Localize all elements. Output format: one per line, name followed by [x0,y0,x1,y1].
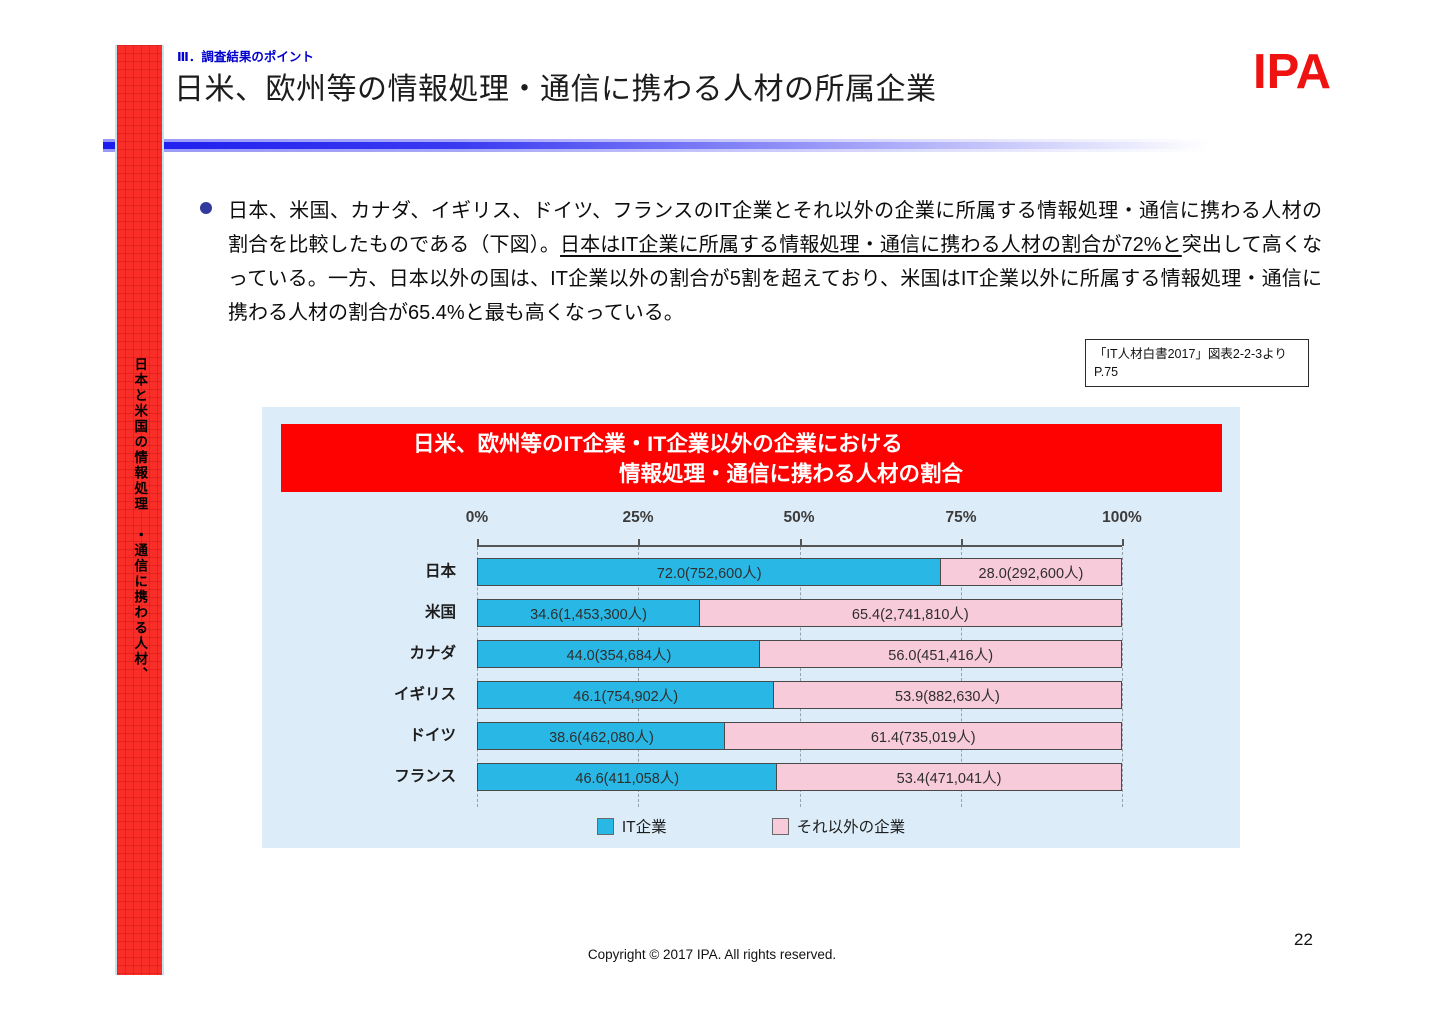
legend-label-non-it: それ以外の企業 [796,819,906,836]
chart-title-line2: 情報処理・通信に携わる人材の割合 [619,462,964,486]
axis-tickmark [477,539,479,546]
row-label-france: フランス [394,768,456,785]
x-tick-25: 25% [622,509,654,526]
page-number: 22 [1294,930,1313,949]
bar-canada-non-it: 56.0(451,416人) [759,640,1122,668]
section-eyebrow: Ⅲ．調査結果のポイント [177,50,314,64]
bar-france-non-it: 53.4(471,041人) [776,763,1122,791]
bar-france-it: 46.6(411,058人) [477,763,778,791]
legend-item-it: IT企業 [596,815,667,837]
red-side-bar: 日本と米国の情報処理 ・通信に携わる人材、 [115,45,164,975]
bar-canada-it: 44.0(354,684人) [477,640,761,668]
page-title: 日米、欧州等の情報処理・通信に携わる人材の所属企業 [174,73,937,106]
x-tick-50: 50% [783,509,815,526]
chart-panel: 日米、欧州等のIT企業・IT企業以外の企業における 情報処理・通信に携わる人材の… [262,407,1240,848]
legend-swatch-pink-icon [771,817,789,835]
axis-tickmark [799,539,802,546]
bar-germany-non-it: 61.4(735,019人) [724,722,1122,750]
chart-title-line1: 日米、欧州等のIT企業・IT企業以外の企業における [413,432,903,456]
row-label-uk: イギリス [393,686,456,703]
bar-usa-non-it: 65.4(2,741,810人) [698,599,1122,627]
gridline-75 [960,547,962,807]
row-label-usa: 米国 [424,604,456,621]
gridline-100 [1122,547,1123,807]
summary-paragraph-block: 日本、米国、カナダ、イギリス、ドイツ、フランスのIT企業とそれ以外の企業に所属す… [200,194,1322,330]
bullet-icon [200,202,212,214]
bar-row-germany: 38.6(462,080人) 61.4(735,019人) [477,722,1122,750]
paragraph-part2: 突出して高くなっている。一方、日本以外の国は、IT企業以外の割合が5割を超えてお… [228,234,1322,324]
source-note-box: 「IT人材白書2017」図表2-2-3より P.75 [1085,339,1309,388]
gridline-0 [477,547,478,807]
axis-tickmark [1122,539,1124,546]
gridline-50 [799,547,801,807]
paragraph-underlined: 日本はIT企業に所属する情報処理・通信に携わる人材の割合が72%と [560,234,1182,256]
copyright-text: Copyright © 2017 IPA. All rights reserve… [587,947,837,962]
bar-row-france: 46.6(411,058人) 53.4(471,041人) [477,763,1122,791]
bar-uk-non-it: 53.9(882,630人) [772,681,1122,709]
chart-legend: IT企業 それ以外の企業 [262,815,1240,837]
axis-tickmark [638,539,641,546]
bar-usa-it: 34.6(1,453,300人) [477,599,701,627]
chart-title-banner: 日米、欧州等のIT企業・IT企業以外の企業における 情報処理・通信に携わる人材の… [281,424,1222,492]
legend-label-it: IT企業 [621,819,667,836]
bar-uk-it: 46.1(754,902人) [477,681,775,709]
title-divider-bar [103,139,1293,152]
legend-swatch-blue-icon [596,817,614,835]
row-label-canada: カナダ [409,645,456,662]
axis-tickmark [960,539,963,546]
row-label-japan: 日本 [424,563,456,580]
bar-japan-it: 72.0(752,600人) [477,558,942,586]
bar-row-uk: 46.1(754,902人) 53.9(882,630人) [477,681,1122,709]
ipa-logo: IPA [1253,45,1332,99]
summary-paragraph: 日本、米国、カナダ、イギリス、ドイツ、フランスのIT企業とそれ以外の企業に所属す… [228,194,1322,330]
bar-row-usa: 34.6(1,453,300人) 65.4(2,741,810人) [477,599,1122,627]
bar-germany-it: 38.6(462,080人) [477,722,726,750]
bar-japan-non-it: 28.0(292,600人) [939,558,1122,586]
source-note-line2: P.75 [1094,365,1119,380]
x-tick-100: 100% [1102,509,1142,526]
x-tick-0: 0% [465,509,489,526]
side-bar-vertical-text: 日本と米国の情報処理 ・通信に携わる人材、 [132,357,148,683]
row-label-germany: ドイツ [409,727,456,744]
source-note-line1: 「IT人材白書2017」図表2-2-3より [1094,347,1287,361]
gridline-25 [638,547,640,807]
plot-area [477,539,1124,807]
paragraph-part1: 日本、米国、カナダ、イギリス、ドイツ、フランスのIT企業とそれ以外の企業に所属す… [228,200,1322,256]
x-tick-75: 75% [945,509,977,526]
legend-item-non-it: それ以外の企業 [771,815,906,837]
bar-row-canada: 44.0(354,684人) 56.0(451,416人) [477,640,1122,668]
bar-rows: 72.0(752,600人) 28.0(292,600人) 34.6(1,453… [477,558,1122,791]
bar-row-japan: 72.0(752,600人) 28.0(292,600人) [477,558,1122,586]
